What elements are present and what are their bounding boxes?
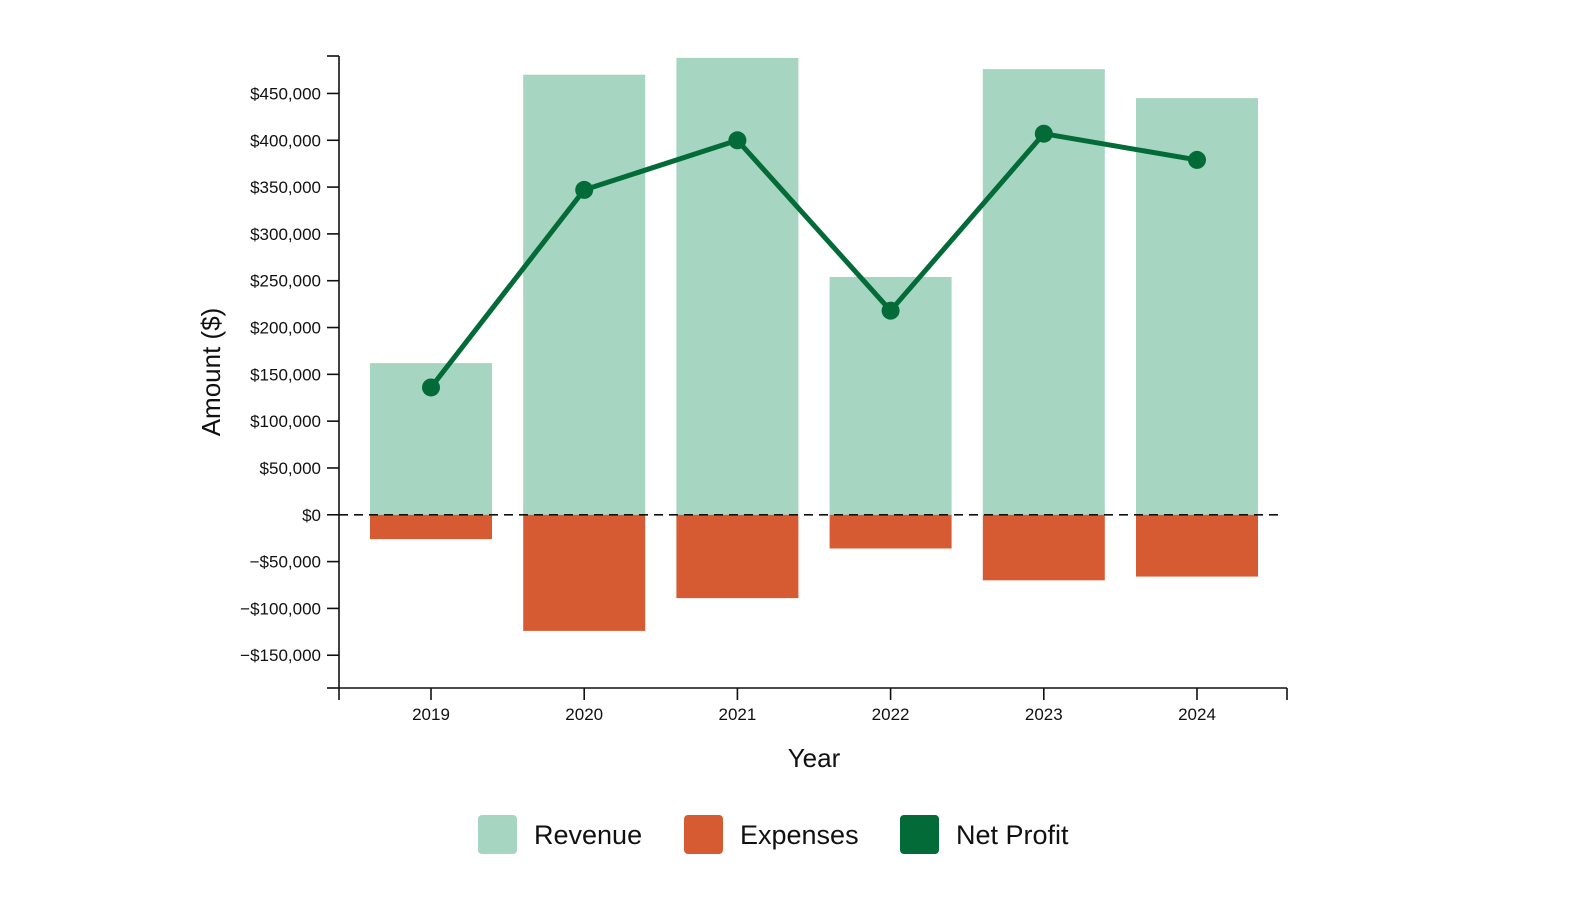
- y-tick-label: $250,000: [250, 272, 321, 291]
- net-profit-point-2020: [575, 180, 594, 199]
- y-tick-label: $150,000: [250, 365, 321, 384]
- net-profit-point-2022: [881, 301, 900, 320]
- y-tick-label: $400,000: [250, 131, 321, 150]
- x-tick-label: 2024: [1178, 705, 1216, 724]
- x-tick-label: 2023: [1025, 705, 1063, 724]
- legend-swatch-net-profit: [900, 815, 939, 854]
- expenses-bar-2020: [523, 514, 646, 631]
- net-profit-point-2024: [1188, 150, 1206, 169]
- y-tick-label: $300,000: [250, 225, 321, 244]
- revenue-bar-2021: [676, 57, 799, 515]
- net-profit-line: [428, 131, 1200, 390]
- net-profit-point-2019: [422, 378, 440, 397]
- y-axis-title: Amount ($): [196, 308, 226, 437]
- expenses-bar-2021: [676, 514, 799, 599]
- legend-swatch-expenses: [684, 815, 723, 854]
- net-profit-layer: [422, 124, 1206, 397]
- expenses-bar-2022: [829, 514, 952, 549]
- y-tick-label: $100,000: [250, 412, 321, 431]
- x-axis-title: Year: [788, 743, 841, 773]
- y-tick-label: $50,000: [260, 459, 321, 478]
- legend: Revenue Expenses Net Profit: [478, 815, 1069, 854]
- x-tick-label: 2020: [565, 705, 603, 724]
- expenses-bar-2024: [1136, 514, 1258, 577]
- x-tick-label: 2022: [872, 705, 910, 724]
- y-tick-label: −$50,000: [250, 553, 321, 572]
- y-tick-label: $350,000: [250, 178, 321, 197]
- y-tick-label: $0: [302, 506, 321, 525]
- legend-label-expenses: Expenses: [740, 820, 859, 850]
- legend-label-revenue: Revenue: [534, 820, 642, 850]
- x-tick-label: 2019: [412, 705, 450, 724]
- net-profit-point-2021: [728, 131, 747, 150]
- legend-label-net-profit: Net Profit: [956, 820, 1069, 850]
- legend-swatch-revenue: [478, 815, 517, 854]
- x-tick-label: 2021: [718, 705, 756, 724]
- revenue-bar-2023: [982, 69, 1105, 515]
- expenses-bar-2019: [370, 514, 492, 540]
- y-tick-label: −$150,000: [240, 646, 321, 665]
- bars-layer: [370, 57, 1258, 631]
- axes-layer: −$150,000 −$100,000 −$50,000 $0 $50,000 $100,…: [240, 55, 1288, 724]
- revenue-bar-2020: [523, 74, 646, 515]
- y-tick-label: $200,000: [250, 319, 321, 338]
- y-tick-label: $450,000: [250, 84, 321, 103]
- net-profit-point-2023: [1034, 124, 1053, 143]
- y-tick-label: −$100,000: [240, 599, 321, 618]
- expenses-bar-2023: [982, 514, 1105, 581]
